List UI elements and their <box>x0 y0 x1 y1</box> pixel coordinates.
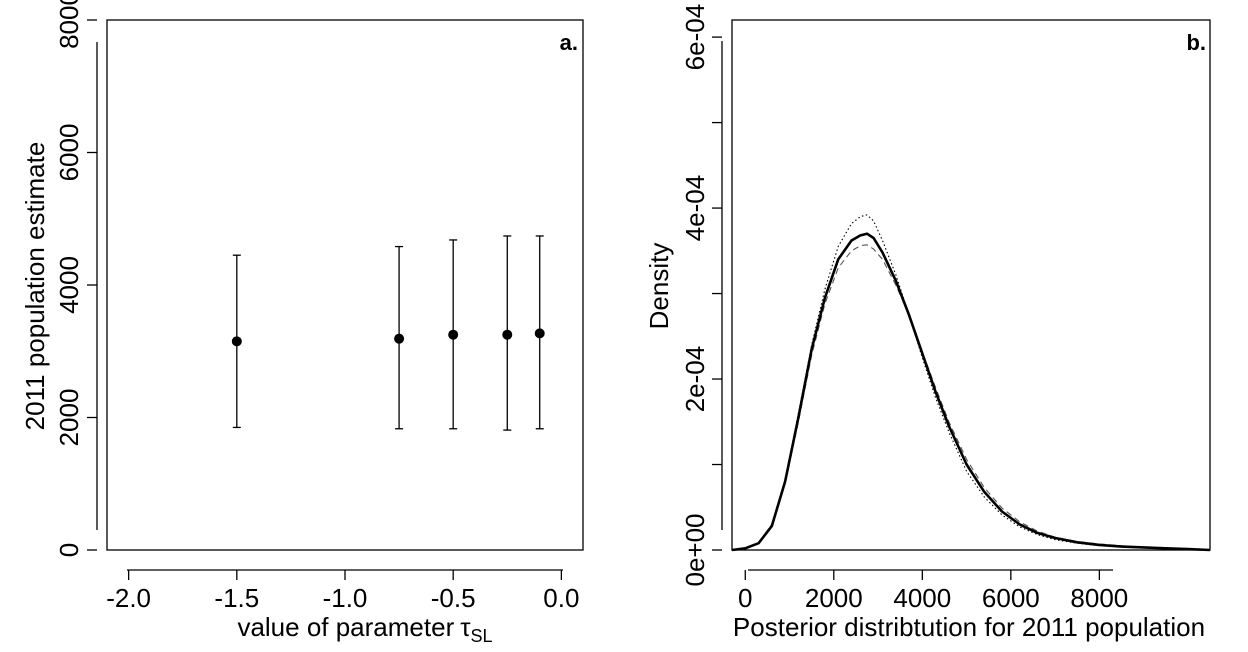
density-line-solid <box>731 232 1211 552</box>
panel-a-y-tick-label: 8000 <box>54 0 84 49</box>
data-point <box>231 336 242 347</box>
panel-a-x-tick-label: 0.0 <box>543 583 579 613</box>
panel-b-label: b. <box>1186 30 1206 55</box>
panel-a-plot-frame <box>106 19 584 551</box>
panel-b-x-tick-label: 4000 <box>893 583 951 613</box>
panel-b-x-axis-label: Posterior distribtution for 2011 populat… <box>733 612 1205 642</box>
panel-a-y-tick-label: 0 <box>54 543 84 557</box>
data-point <box>448 329 459 340</box>
panel-b-x-tick-label: 0 <box>738 583 752 613</box>
panel-b-y-tick-label: 2e-04 <box>680 346 710 413</box>
data-point <box>534 328 545 339</box>
panel-a-x-axis-label: value of parameter τSL <box>237 612 492 646</box>
panel-a-x-tick-label: -0.5 <box>431 583 476 613</box>
panel-a-x-tick-label: -1.0 <box>323 583 368 613</box>
data-point <box>394 333 405 344</box>
panel-a-y-tick-label: 2000 <box>54 389 84 447</box>
panel-a-y-tick-label: 4000 <box>54 256 84 314</box>
data-point <box>502 329 513 340</box>
panel-b-plot-frame <box>731 19 1211 551</box>
panel-b-y-tick-label: 4e-04 <box>680 175 710 242</box>
panel-a-y-axis-label: 2011 population estimate <box>20 142 50 431</box>
panel-b-y-axis-label: Density <box>644 243 674 330</box>
panel-a-y-tick-label: 6000 <box>54 124 84 182</box>
panel-b-x-tick-label: 6000 <box>982 583 1040 613</box>
panel-a-label: a. <box>560 30 578 55</box>
panel-a-scatter-errorbar: a. -2.0 -1.5 -1.0 -0.5 0.0 0 2000 4000 6000 8000… <box>20 0 584 646</box>
panel-a-x-tick-label: -1.5 <box>214 583 259 613</box>
panel-b-y-tick-label: 6e-04 <box>680 4 710 71</box>
panel-b-y-tick-label: 0e+00 <box>680 513 710 586</box>
panel-b-x-tick-label: 2000 <box>805 583 863 613</box>
density-line-dotted <box>731 214 1211 551</box>
density-line-dashed <box>731 244 1211 551</box>
panel-b-density: b. 0 2000 4000 6000 8000 0e+00 2e-04 4e-04 6e-0… <box>644 4 1211 642</box>
panel-b-x-tick-label: 8000 <box>1070 583 1128 613</box>
panel-a-x-tick-label: -2.0 <box>106 583 151 613</box>
